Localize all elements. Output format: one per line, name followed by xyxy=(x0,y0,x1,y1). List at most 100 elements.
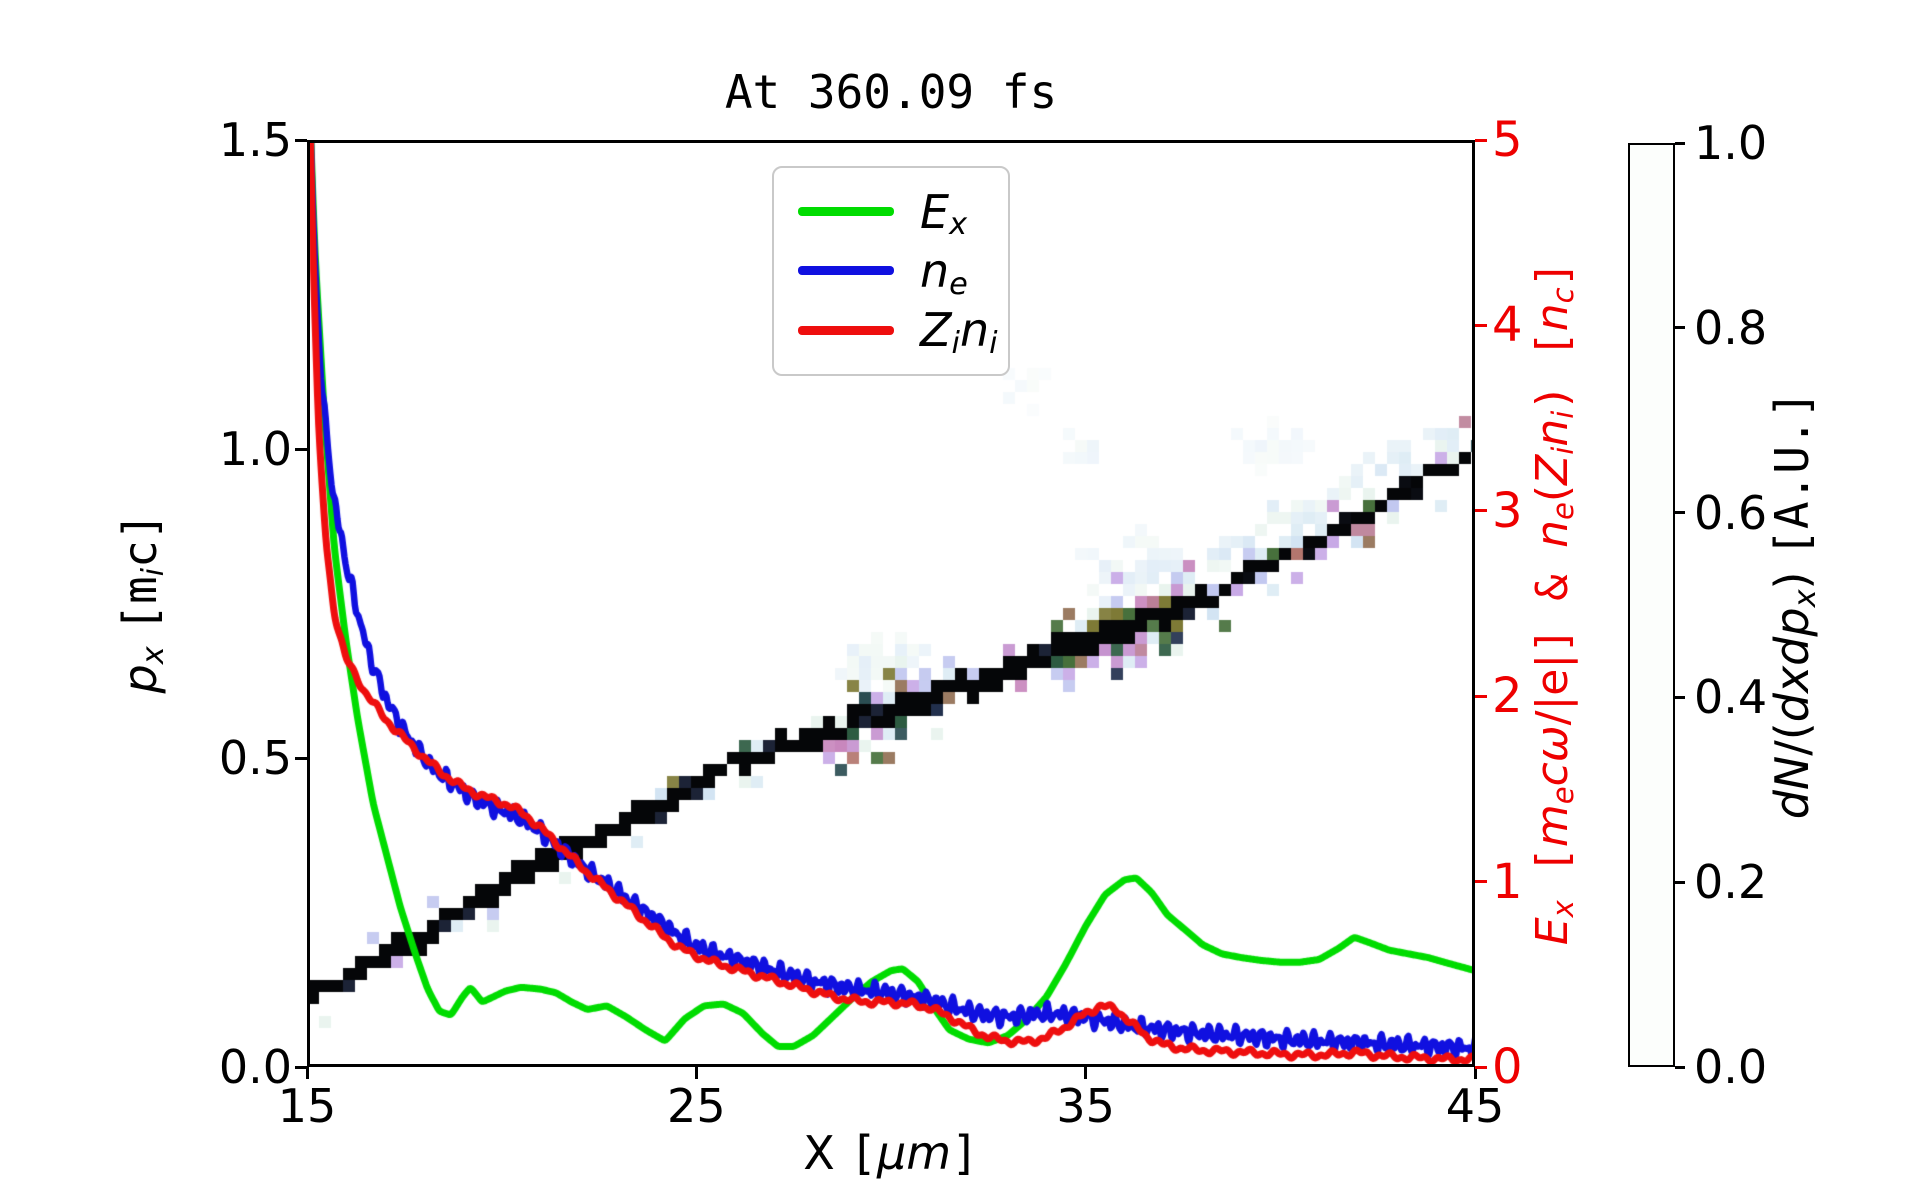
label-segment: i xyxy=(135,567,171,577)
label-segment: ] xyxy=(1527,260,1578,288)
label-segment: /|e| xyxy=(1527,653,1578,726)
colorbar-tick-mark xyxy=(1675,141,1685,145)
x-tick-mark xyxy=(694,1067,698,1079)
label-segment: X xyxy=(803,1126,850,1180)
label-segment: e xyxy=(949,266,968,302)
label-segment: dxdp xyxy=(1765,607,1819,723)
label-segment: x xyxy=(1546,900,1581,918)
colorbar-tick-label: 1.0 xyxy=(1694,116,1768,170)
label-segment: μm xyxy=(877,1126,952,1180)
colorbar-tick-mark xyxy=(1675,695,1685,699)
label-segment: ) [ xyxy=(1527,331,1578,411)
label-segment: m xyxy=(1527,804,1578,848)
y-right-tick-label: 2 xyxy=(1492,668,1523,725)
label-segment: e xyxy=(1546,502,1581,520)
label-segment: i xyxy=(1546,410,1581,419)
label-segment: i xyxy=(1546,446,1581,455)
legend: Ex ne Zini xyxy=(772,166,1010,376)
label-segment: c xyxy=(1546,287,1581,304)
y-right-tick-mark xyxy=(1475,880,1487,884)
label-segment: p xyxy=(113,664,167,694)
legend-line-sample xyxy=(798,325,894,335)
colorbar-tick-mark xyxy=(1675,1065,1685,1069)
legend-entry-Ex: Ex xyxy=(798,189,984,240)
y-axis-left-label: px [mic] xyxy=(113,512,171,693)
y-right-tick-label: 5 xyxy=(1492,112,1523,168)
x-tick-mark xyxy=(1473,1067,1477,1079)
legend-label: ne xyxy=(920,248,968,299)
y-right-tick-label: 4 xyxy=(1492,297,1523,354)
colorbar xyxy=(1628,143,1675,1067)
label-segment: n xyxy=(1527,303,1578,332)
label-segment: /( xyxy=(1765,722,1819,756)
y-right-tick-mark xyxy=(1475,509,1487,513)
label-segment: Z xyxy=(1527,454,1578,485)
colorbar-tick-mark xyxy=(1675,511,1685,515)
y-axis-right-label: Ex [mecω/|e|] & ne(Zini) [nc] xyxy=(1527,261,1580,945)
label-segment: x xyxy=(1787,589,1823,608)
label-segment: ] & xyxy=(1527,547,1578,654)
y-right-tick-label: 0 xyxy=(1492,1039,1523,1095)
x-tick-mark xyxy=(1084,1067,1088,1079)
label-segment: dN xyxy=(1765,755,1819,820)
legend-line-sample xyxy=(798,207,894,217)
colorbar-tick-label: 0.2 xyxy=(1694,855,1768,910)
legend-entry-Zini: Zini xyxy=(798,307,998,359)
legend-label: Ex xyxy=(920,189,967,240)
legend-label: Zini xyxy=(920,307,998,358)
label-segment: n xyxy=(1527,418,1578,447)
y-left-tick-label: 1.0 xyxy=(218,422,292,476)
label-segment: [ xyxy=(849,1126,878,1180)
colorbar-tick-label: 0.6 xyxy=(1694,485,1768,540)
colorbar-tick-mark xyxy=(1675,880,1685,884)
y-left-tick-label: 0.5 xyxy=(218,731,292,785)
label-segment: n xyxy=(959,303,990,358)
y-left-tick-mark xyxy=(295,138,307,142)
label-segment: x xyxy=(949,207,968,243)
label-segment: ( xyxy=(1527,484,1578,503)
y-left-tick-mark xyxy=(295,447,307,451)
label-segment: Z xyxy=(920,303,952,358)
label-segment: e xyxy=(1546,786,1581,805)
colorbar-tick-mark xyxy=(1675,326,1685,330)
label-segment xyxy=(113,632,167,647)
label-segment: n xyxy=(920,243,950,298)
label-segment: ] xyxy=(951,1126,979,1180)
y-right-tick-mark xyxy=(1475,694,1487,698)
colorbar-tick-label: 0.8 xyxy=(1694,300,1768,355)
x-tick-mark xyxy=(305,1067,309,1079)
label-segment: [A.U.] xyxy=(1765,390,1819,557)
label-segment: i xyxy=(989,325,998,361)
plot-title: At 360.09 fs xyxy=(724,65,1058,119)
x-tick-label: 25 xyxy=(667,1079,726,1133)
label-segment: n xyxy=(1527,519,1578,548)
label-segment: ω xyxy=(1527,725,1578,763)
label-segment: ) xyxy=(1765,556,1819,590)
x-axis-label: X [μm] xyxy=(803,1130,979,1176)
label-segment: [m xyxy=(113,576,167,632)
colorbar-label: dN/(dxdpx) [A.U.] xyxy=(1765,391,1823,820)
label-segment: c] xyxy=(113,512,167,568)
label-segment: E xyxy=(1527,917,1578,946)
y-left-tick-label: 0.0 xyxy=(218,1040,292,1094)
y-left-tick-mark xyxy=(295,1065,307,1069)
label-segment: i xyxy=(951,325,960,361)
y-right-tick-mark xyxy=(1475,138,1487,142)
x-tick-label: 15 xyxy=(277,1079,337,1133)
x-tick-label: 35 xyxy=(1056,1079,1115,1133)
label-segment: x xyxy=(135,646,171,665)
y-left-tick-mark xyxy=(295,756,307,760)
y-left-tick-label: 1.5 xyxy=(218,113,292,167)
label-segment: [ xyxy=(1527,847,1578,901)
y-right-tick-mark xyxy=(1475,323,1487,327)
y-right-tick-label: 3 xyxy=(1492,482,1523,539)
label-segment: E xyxy=(920,184,950,239)
label-segment: c xyxy=(1527,762,1578,787)
y-right-tick-label: 1 xyxy=(1492,853,1523,910)
colorbar-tick-label: 0.0 xyxy=(1694,1040,1768,1094)
y-right-tick-mark xyxy=(1475,1065,1487,1069)
x-tick-label: 45 xyxy=(1445,1079,1505,1133)
legend-entry-ne: ne xyxy=(798,248,984,299)
colorbar-tick-label: 0.4 xyxy=(1694,670,1768,725)
